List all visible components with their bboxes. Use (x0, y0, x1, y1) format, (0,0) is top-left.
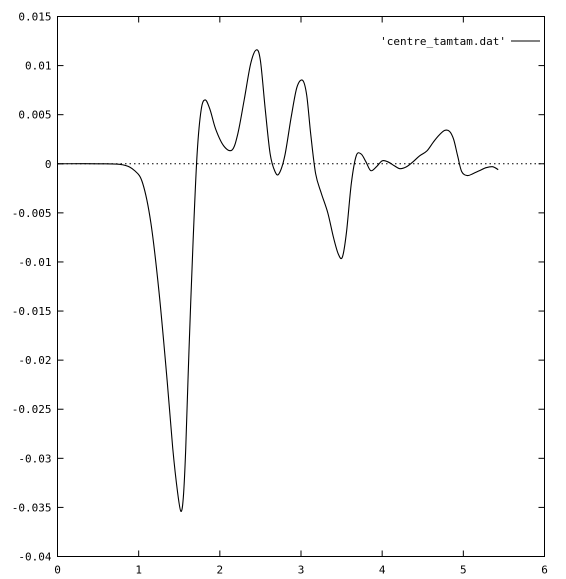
y-tick-label: -0.035 (12, 501, 52, 514)
y-tick-label: -0.01 (18, 256, 51, 269)
y-tick-label: 0.01 (25, 60, 52, 73)
series-layer (57, 49, 499, 512)
y-tick-label: -0.02 (18, 354, 51, 367)
y-tick-label: 0.005 (18, 109, 51, 122)
y-tick-label: -0.03 (18, 452, 51, 465)
series-line (57, 49, 499, 512)
x-tick-label: 6 (541, 564, 548, 577)
x-tick-label: 1 (135, 564, 142, 577)
x-tick-label: 5 (460, 564, 467, 577)
legend: 'centre_tamtam.dat' (380, 35, 540, 48)
x-tick-label: 3 (298, 564, 305, 577)
y-tick-label: -0.025 (12, 403, 52, 416)
y-tick-label: -0.04 (18, 551, 51, 564)
axis-tick-labels: 0 1 2 3 4 5 6 0.015 0.01 0.005 0 -0.005 -0.01 -0.015 -… (12, 11, 548, 577)
x-tick-label: 2 (217, 564, 224, 577)
y-tick-label: -0.005 (12, 207, 52, 220)
y-tick-label: 0 (45, 158, 52, 171)
x-tick-label: 0 (54, 564, 61, 577)
legend-label: 'centre_tamtam.dat' (380, 35, 506, 48)
x-tick-label: 4 (379, 564, 386, 577)
y-tick-label: 0.015 (18, 11, 51, 24)
axis-ticks (57, 16, 545, 557)
y-tick-label: -0.015 (12, 305, 52, 318)
plot-frame (57, 16, 545, 557)
